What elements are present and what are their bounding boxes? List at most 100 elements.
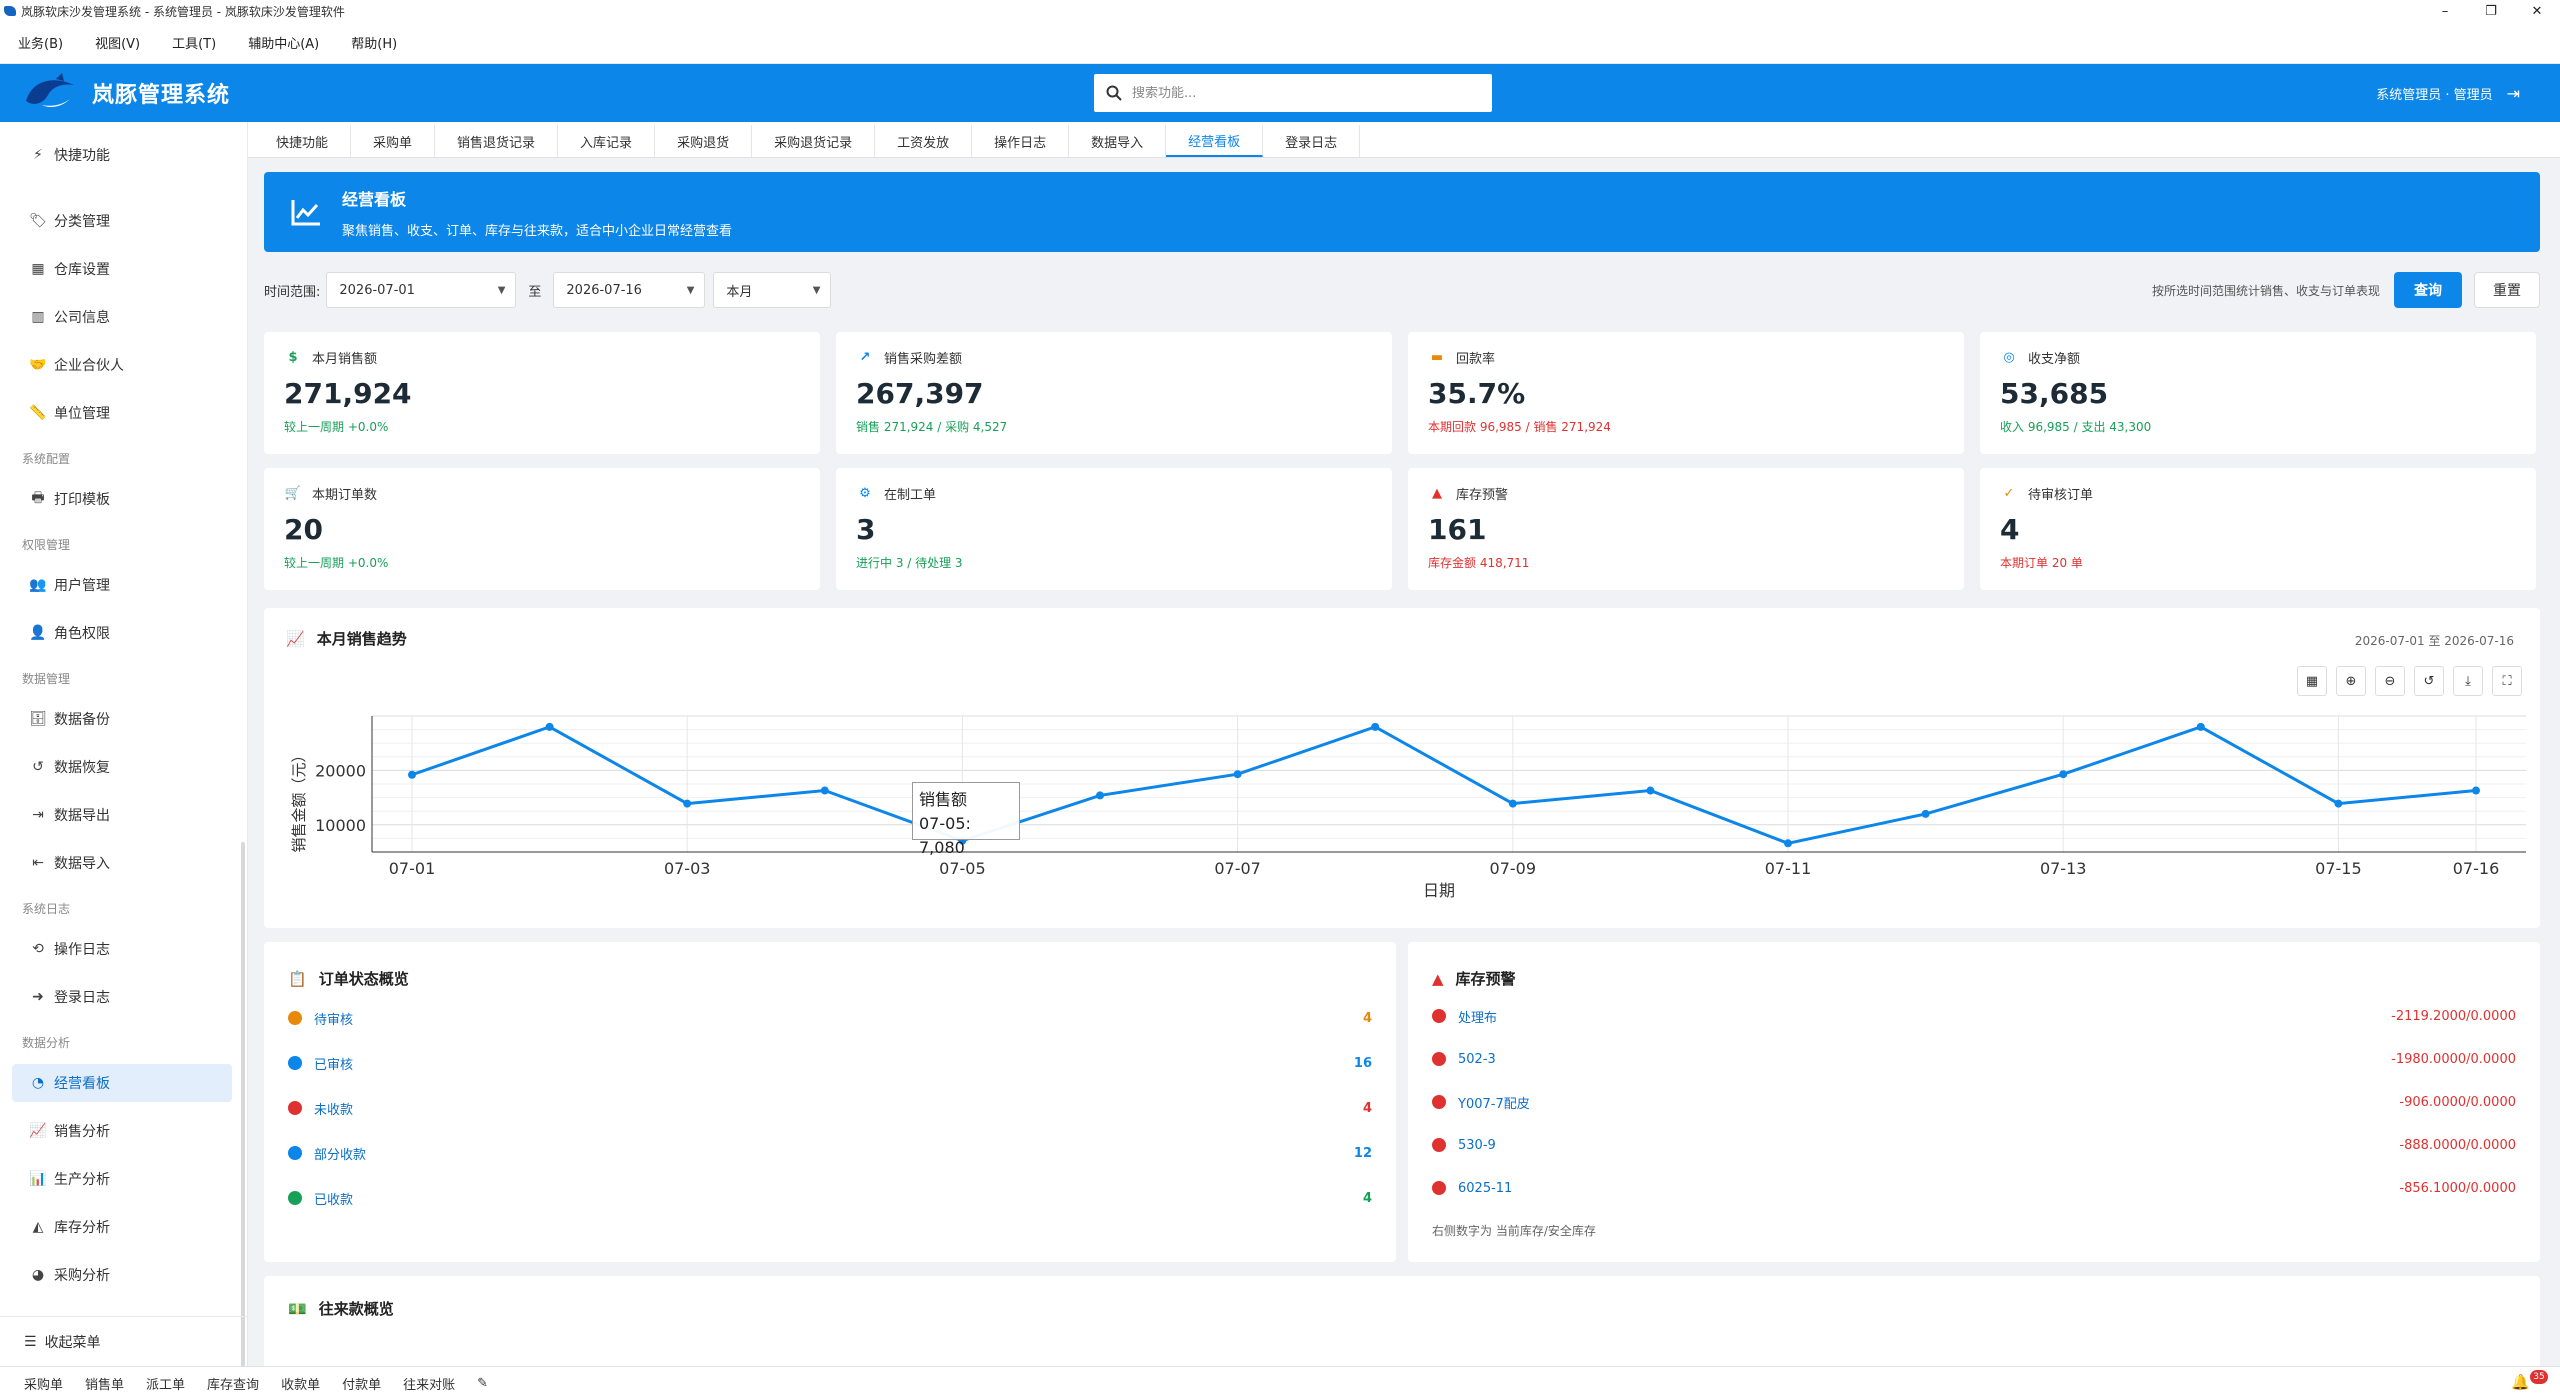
stock-item-value: -856.1000/0.0000 [2399, 1180, 2516, 1196]
user-name[interactable]: 系统管理员 · 管理员 [2376, 87, 2493, 103]
tab-sales-return-records[interactable]: 销售退货记录 [435, 125, 559, 157]
sidebar-item-export[interactable]: ⇥ 数据导出 [12, 796, 232, 834]
sidebar-item-category[interactable]: 🏷 分类管理 [12, 202, 232, 240]
sales-trend-chart[interactable]: 10000 20000 07-01 07-03 07-05 07-07 07-09 07-11… [264, 608, 2540, 928]
menu-tools[interactable]: 工具(T) [172, 37, 217, 52]
quick-dispatch-order[interactable]: 派工单 [146, 1378, 186, 1393]
zoom-out-icon[interactable]: ⊖ [2375, 666, 2405, 696]
trend-icon: ↗ [859, 350, 871, 365]
kpi-value: 4 [2000, 513, 2020, 546]
collapse-menu-button[interactable]: ☰ 收起菜单 [0, 1316, 248, 1366]
sidebar-item-backup[interactable]: 🗄 数据备份 [12, 700, 232, 738]
minimize-button[interactable]: – [2441, 3, 2449, 19]
search-input[interactable] [1132, 85, 1472, 101]
search-box[interactable] [1094, 74, 1492, 112]
bell-icon[interactable]: 🔔 [2511, 1373, 2530, 1391]
menu-icon: ☰ [24, 1333, 37, 1350]
order-status-row[interactable]: 部分收款 12 [288, 1139, 1372, 1167]
quick-stock-query[interactable]: 库存查询 [207, 1378, 260, 1393]
sidebar-item-label: 企业合伙人 [54, 358, 124, 374]
sidebar-item-operation-log[interactable]: ⟲ 操作日志 [12, 930, 232, 968]
zoom-in-icon[interactable]: ⊕ [2336, 666, 2366, 696]
edit-icon[interactable]: ✎ [477, 1376, 489, 1391]
tab-data-import[interactable]: 数据导入 [1069, 125, 1167, 157]
fullscreen-icon[interactable]: ⛶ [2492, 666, 2522, 696]
menu-help[interactable]: 帮助(H) [351, 37, 398, 52]
end-date-picker[interactable]: 2026-07-16 ▼ [553, 272, 706, 308]
sidebar-item-roles[interactable]: 👤 角色权限 [12, 614, 232, 652]
stock-warning-row[interactable]: 530-9 -888.0000/0.0000 [1432, 1131, 2516, 1159]
undo-icon: ↺ [32, 759, 44, 775]
sidebar-item-inventory-analysis[interactable]: ◭ 库存分析 [12, 1208, 232, 1246]
quick-reconciliation[interactable]: 往来对账 [403, 1378, 456, 1393]
sidebar-item-company[interactable]: ▥ 公司信息 [12, 298, 232, 336]
stock-warning-row[interactable]: 6025-11 -856.1000/0.0000 [1432, 1174, 2516, 1202]
sidebar-item-print-template[interactable]: 🖶 打印模板 [12, 480, 232, 518]
tab-payroll[interactable]: 工资发放 [875, 125, 973, 157]
tab-purchase-order[interactable]: 采购单 [351, 125, 436, 157]
status-dot [288, 1101, 302, 1115]
reset-button[interactable]: 重置 [2474, 272, 2540, 308]
sidebar-item-partners[interactable]: 🤝 企业合伙人 [12, 346, 232, 384]
restore-icon[interactable]: ↺ [2414, 666, 2444, 696]
tab-operation-log[interactable]: 操作日志 [972, 125, 1070, 157]
sidebar-item-label: 打印模板 [54, 492, 110, 508]
quick-purchase-order[interactable]: 采购单 [24, 1378, 64, 1393]
tab-login-log[interactable]: 登录日志 [1263, 125, 1361, 157]
stock-warning-row[interactable]: Y007-7配皮 -906.0000/0.0000 [1432, 1088, 2516, 1116]
stock-warning-row[interactable]: 502-3 -1980.0000/0.0000 [1432, 1045, 2516, 1073]
quick-payment[interactable]: 付款单 [342, 1378, 382, 1393]
quick-sales-order[interactable]: 销售单 [85, 1378, 125, 1393]
order-status-row[interactable]: 已审核 16 [288, 1049, 1372, 1077]
x-tick-label: 07-09 [1490, 859, 1537, 878]
sidebar-item-production-analysis[interactable]: 📊 生产分析 [12, 1160, 232, 1198]
start-date-picker[interactable]: 2026-07-01 ▼ [326, 272, 517, 308]
line-chart-icon: 📈 [286, 629, 305, 648]
sidebar-item-purchase-analysis[interactable]: ◕ 采购分析 [12, 1256, 232, 1294]
kpi-card-sales-purchase-diff: ↗ 销售采购差额 267,397 销售 271,924 / 采购 4,527 [836, 332, 1392, 454]
series-line-sales [411, 725, 2477, 845]
sidebar-item-users[interactable]: 👥 用户管理 [12, 566, 232, 604]
sidebar-item-shortcuts[interactable]: ⚡ 快捷功能 [12, 136, 232, 174]
stock-warning-row[interactable]: 处理布 -2119.2000/0.0000 [1432, 1002, 2516, 1030]
tab-shortcuts[interactable]: 快捷功能 [254, 125, 352, 157]
sidebar-item-units[interactable]: 📏 单位管理 [12, 394, 232, 432]
kpi-label: 销售采购差额 [884, 352, 963, 367]
tab-purchase-return-records[interactable]: 采购退货记录 [752, 125, 876, 157]
query-button[interactable]: 查询 [2394, 272, 2462, 308]
sidebar-item-sales-analysis[interactable]: 📈 销售分析 [12, 1112, 232, 1150]
dollar-icon: $ [288, 350, 298, 365]
sidebar-item-restore[interactable]: ↺ 数据恢复 [12, 748, 232, 786]
kpi-card-collection-rate: ▬ 回款率 35.7% 本期回款 96,985 / 销售 271,924 [1408, 332, 1964, 454]
stock-warning-card: ▲ 库存预警 处理布 -2119.2000/0.0000 502-3 -1980.0… [1408, 942, 2540, 1262]
tab-dashboard[interactable]: 经营看板 [1166, 125, 1264, 157]
status-dot [288, 1146, 302, 1160]
tab-purchase-return[interactable]: 采购退货 [655, 125, 753, 157]
dolphin-logo-icon [22, 71, 78, 115]
x-tick-label: 07-01 [389, 859, 436, 878]
close-button[interactable]: ✕ [2531, 3, 2543, 19]
time-range-label: 时间范围: [264, 284, 321, 300]
sidebar-item-dashboard[interactable]: ◔ 经营看板 [12, 1064, 232, 1102]
menu-business[interactable]: 业务(B) [18, 37, 64, 52]
logout-icon[interactable]: ⇥ [2506, 83, 2520, 103]
menu-view[interactable]: 视图(V) [95, 37, 141, 52]
order-status-row[interactable]: 已收款 4 [288, 1184, 1372, 1212]
data-view-icon[interactable]: ▦ [2297, 666, 2327, 696]
user-lock-icon: 👤 [29, 625, 47, 641]
sidebar-item-warehouse[interactable]: ▦ 仓库设置 [12, 250, 232, 288]
order-status-row[interactable]: 未收款 4 [288, 1094, 1372, 1122]
stock-item-name: 530-9 [1458, 1137, 1496, 1153]
quick-receipt[interactable]: 收款单 [281, 1378, 321, 1393]
menu-assist[interactable]: 辅助中心(A) [248, 37, 320, 52]
maximize-button[interactable]: ❐ [2485, 3, 2497, 19]
download-icon[interactable]: ⤓ [2453, 666, 2483, 696]
sidebar-group-analytics: 数据分析 [22, 1036, 71, 1050]
menubar: 业务(B) 视图(V) 工具(T) 辅助中心(A) 帮助(H) [0, 22, 2560, 64]
order-status-row[interactable]: 待审核 4 [288, 1004, 1372, 1032]
tab-inbound-records[interactable]: 入库记录 [558, 125, 656, 157]
sidebar-item-import[interactable]: ⇤ 数据导入 [12, 844, 232, 882]
sidebar-item-login-log[interactable]: ➜ 登录日志 [12, 978, 232, 1016]
period-select[interactable]: 本月 ▼ [713, 272, 832, 308]
sidebar-scrollbar[interactable] [241, 842, 245, 1400]
